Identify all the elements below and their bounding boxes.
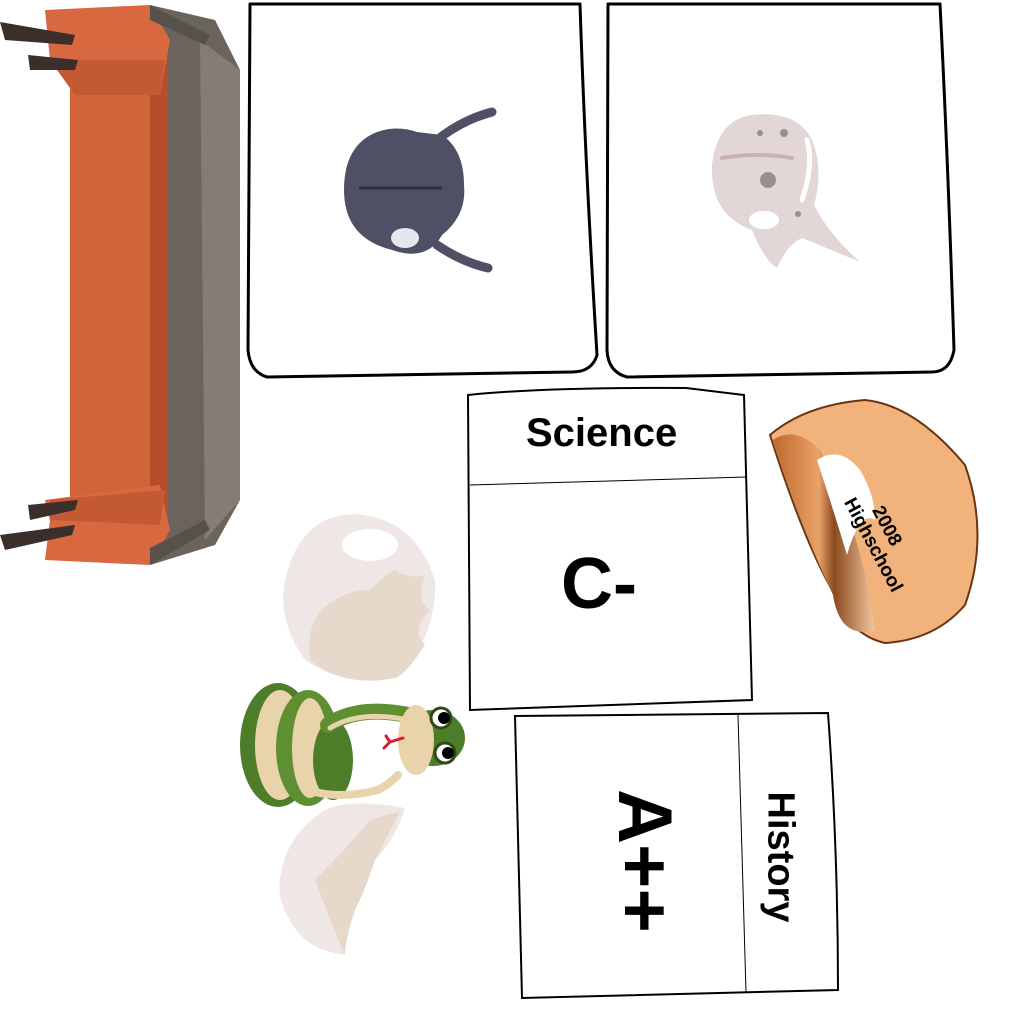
hatched-snake[interactable]: [238, 650, 473, 815]
egg-shell-icon: [279, 803, 405, 955]
mask-icon: [344, 107, 497, 273]
snake-icon: [240, 683, 465, 807]
science-report-card[interactable]: Science C-: [466, 385, 756, 715]
egg-shell-icon: [283, 514, 436, 681]
mask-icon: [711, 114, 860, 269]
mask-card-dark[interactable]: [242, 0, 602, 382]
mask-card-light[interactable]: [602, 0, 962, 382]
history-subject-label: History: [759, 791, 802, 923]
ring-icon: [768, 398, 979, 645]
science-grade-label: C-: [561, 544, 637, 624]
class-ring[interactable]: Highschool 2008: [765, 395, 985, 650]
history-grade-label: A++: [601, 789, 687, 933]
couch-icon: [0, 5, 240, 565]
science-subject-label: Science: [526, 411, 678, 455]
egg-shell-bottom[interactable]: [275, 800, 410, 960]
egg-shell-top[interactable]: [275, 510, 440, 685]
couch[interactable]: [0, 0, 250, 575]
history-report-card[interactable]: History A++: [512, 710, 842, 1000]
